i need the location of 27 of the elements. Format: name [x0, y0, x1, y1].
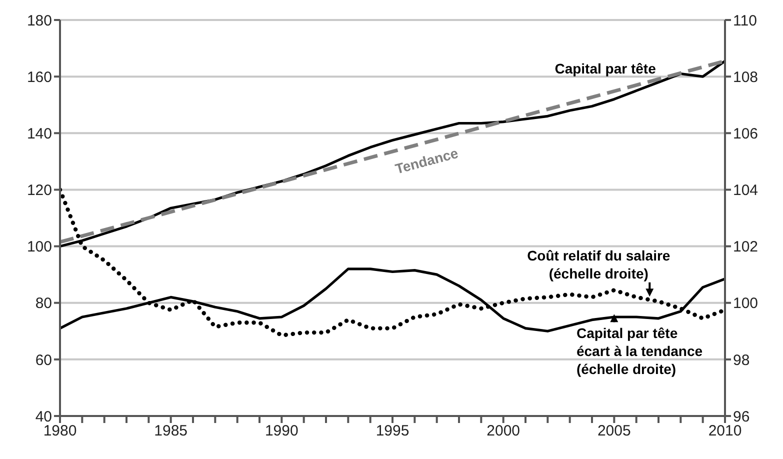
y2-tick-label: 108	[733, 68, 758, 86]
x-tick-label: 1980	[43, 422, 77, 440]
y-tick-label: 120	[26, 182, 52, 200]
series-label: Capital par tête	[554, 60, 656, 77]
x-tick-label: 2000	[486, 422, 520, 440]
x-tick-label: 1990	[264, 422, 298, 440]
x-tick-label: 1995	[376, 422, 410, 440]
y-tick-label: 100	[26, 238, 52, 256]
y2-tick-label: 102	[733, 238, 758, 256]
y2-tick-label: 106	[733, 125, 758, 142]
y-tick-label: 160	[26, 68, 52, 86]
y-tick-label: 40	[35, 408, 52, 426]
y2-tick-label: 98	[733, 352, 750, 369]
y2-tick-label: 100	[733, 295, 758, 312]
x-tick-label: 1985	[154, 422, 188, 440]
y2-tick-label: 110	[733, 12, 757, 30]
y-tick-label: 180	[26, 12, 52, 30]
y-tick-label: 80	[35, 295, 52, 312]
series-label: Capital par tête écart à la tendance (échelle droite)	[576, 325, 703, 378]
y-tick-label: 60	[35, 352, 52, 369]
y-tick-label: 140	[26, 125, 52, 142]
x-tick-label: 2005	[597, 422, 631, 440]
y2-tick-label: 104	[733, 182, 758, 200]
text: Tendance	[394, 144, 460, 177]
series-label: Coût relatif du salaire (échelle droite)	[527, 247, 670, 282]
y2-tick-label: 96	[733, 408, 750, 426]
x-tick-label: 2010	[708, 422, 742, 440]
